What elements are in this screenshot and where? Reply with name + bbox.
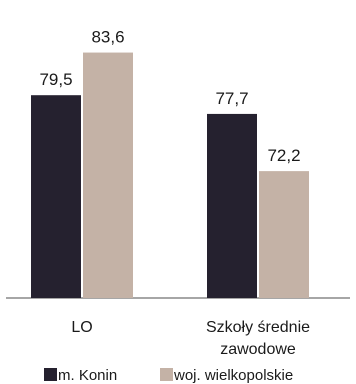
bar-woj-wielkopolskie-1 (259, 171, 309, 298)
legend: m. Konin woj. wielkopolskie (44, 367, 293, 384)
category-label-0: LO (71, 319, 92, 336)
bar-m-konin-1 (207, 113, 257, 298)
category-label-1-line-1: zawodowe (220, 341, 296, 358)
data-label-m-konin-1: 77,7 (215, 89, 248, 108)
data-label-woj-wielkopolskie-1: 72,2 (267, 146, 300, 165)
bar-m-konin-0 (31, 95, 81, 298)
category-label-1-line-0: Szkoły średnie (206, 319, 310, 336)
legend-label-woj-wielkopolskie: woj. wielkopolskie (173, 367, 293, 384)
data-label-woj-wielkopolskie-0: 83,6 (91, 28, 124, 47)
data-label-m-konin-0: 79,5 (39, 70, 72, 89)
legend-swatch-woj-wielkopolskie (160, 368, 173, 381)
legend-swatch-m-konin (44, 368, 57, 381)
legend-label-m-konin: m. Konin (58, 367, 117, 384)
bar-woj-wielkopolskie-0 (83, 52, 133, 299)
